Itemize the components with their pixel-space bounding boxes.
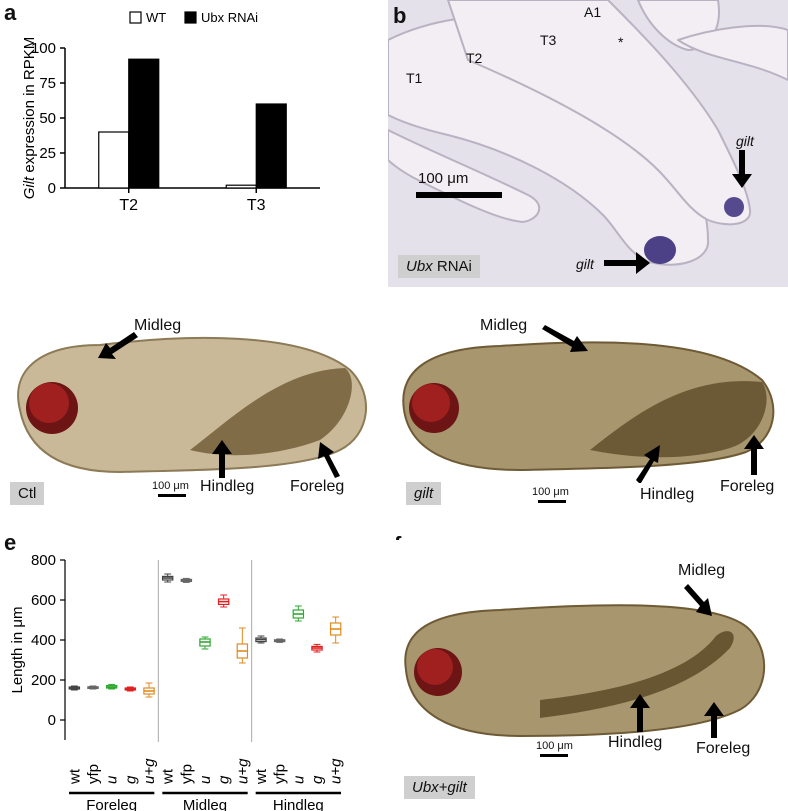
condition-tag-d: gilt	[406, 482, 442, 505]
x-tick-label-midleg-yfp: yfp	[178, 764, 195, 784]
x-tick-label-foreleg-u-g: u+g	[141, 758, 158, 784]
y-tick-label: 0	[48, 712, 56, 729]
segment-label-t2: T2	[466, 50, 483, 66]
arrow-icon-gilt-upper	[732, 150, 752, 188]
scale-bar-c	[158, 494, 186, 497]
micrograph-c-image	[0, 300, 380, 520]
legend-label-0: WT	[146, 10, 166, 25]
condition-tag-b-rest: RNAi	[432, 258, 472, 275]
condition-tag-f: Ubx+gilt	[404, 776, 475, 799]
arrow-icon-hindleg-c	[212, 440, 232, 478]
y-axis-title: Length in μm	[9, 606, 26, 693]
y-tick-label: 800	[31, 552, 56, 569]
group-label-foreleg: Foreleg	[86, 797, 137, 811]
y-axis-title-italic: Gilt	[21, 176, 38, 199]
arrow-icon-foreleg-f	[704, 702, 724, 738]
y-tick-label: 25	[39, 145, 56, 162]
scale-bar-d	[538, 500, 566, 503]
y-axis-title: Gilt expression in RPKM	[21, 37, 38, 200]
scale-bar-f	[540, 754, 568, 757]
arrow-icon-midleg-f	[684, 584, 712, 616]
panel-label-b: b	[393, 3, 407, 28]
x-tick-label-t3: T3	[247, 197, 266, 214]
legend-label-1: Ubx RNAi	[201, 10, 258, 25]
scale-label-b: 100 μm	[418, 170, 469, 187]
x-tick-label-midleg-g: g	[216, 775, 233, 784]
x-tick-label-hindleg-u: u	[290, 775, 307, 784]
scale-label-f: 100 μm	[536, 740, 573, 752]
bar-wt-t2	[98, 131, 130, 189]
micrograph-f: Midleg Hindleg Foreleg 100 μm Ubx+gilt	[390, 540, 788, 811]
legend-swatch-0	[129, 11, 142, 24]
x-tick-label-hindleg-g: g	[309, 775, 326, 784]
micrograph-d: Midleg Hindleg Foreleg 100 μm gilt	[390, 300, 788, 520]
label-hindleg-c: Hindleg	[200, 478, 255, 495]
bar-wt-t3	[225, 184, 257, 189]
gilt-label-lower: gilt	[576, 256, 594, 272]
label-midleg-c: Midleg	[134, 317, 182, 334]
x-tick-label-foreleg-wt: wt	[66, 768, 83, 785]
x-tick-label-foreleg-g: g	[122, 775, 139, 784]
arrow-icon-gilt-lower	[604, 252, 650, 274]
micrograph-f-image	[390, 540, 788, 811]
group-label-hindleg: Hindleg	[273, 797, 324, 811]
y-tick-label: 600	[31, 592, 56, 609]
y-tick-label: 100	[31, 40, 56, 57]
x-tick-label-hindleg-wt: wt	[253, 768, 270, 785]
y-tick-label: 200	[31, 672, 56, 689]
y-tick-label: 0	[48, 180, 56, 197]
panel-label-e: e	[4, 530, 17, 555]
arrow-icon-midleg-d	[542, 325, 588, 352]
arrow-icon-foreleg-c	[318, 442, 340, 478]
group-label-midleg: Midleg	[183, 797, 227, 811]
segment-label-t1: T1	[406, 70, 423, 86]
micrograph-b: A1 T1 T2 T3 * 100 μm gilt gilt Ubx RNAi	[388, 0, 788, 287]
label-foreleg-d: Foreleg	[720, 478, 775, 495]
x-tick-label-hindleg-u-g: u+g	[328, 758, 345, 784]
label-hindleg-f: Hindleg	[608, 734, 663, 751]
arrow-icon-midleg-c	[98, 332, 138, 359]
y-tick-label: 50	[39, 110, 56, 127]
bar-ubx-rnai-t2	[128, 58, 160, 189]
x-tick-label-t2: T2	[119, 197, 138, 214]
gilt-label-upper: gilt	[736, 133, 754, 149]
micrograph-d-image	[390, 300, 788, 520]
condition-tag-b-italic: Ubx	[406, 258, 433, 275]
x-tick-label-foreleg-yfp: yfp	[85, 764, 102, 784]
label-foreleg-f: Foreleg	[696, 740, 751, 757]
label-hindleg-d: Hindleg	[640, 486, 695, 503]
micrograph-b-image	[388, 0, 788, 287]
x-tick-label-foreleg-u: u	[104, 775, 121, 784]
x-tick-label-midleg-u-g: u+g	[234, 758, 251, 784]
segment-label-a1: A1	[584, 4, 602, 20]
label-midleg-f: Midleg	[678, 562, 726, 579]
scale-label-d: 100 μm	[532, 486, 569, 498]
x-tick-label-hindleg-yfp: yfp	[272, 764, 289, 784]
arrow-icon-hindleg-d	[636, 445, 660, 483]
condition-tag-c: Ctl	[10, 482, 45, 505]
y-tick-label: 75	[39, 75, 56, 92]
condition-tag-b: Ubx RNAi	[398, 255, 480, 278]
label-foreleg-c: Foreleg	[290, 478, 345, 495]
micrograph-c: Midleg Hindleg Foreleg 100 μm Ctl	[0, 300, 380, 520]
panel-label-a: a	[4, 0, 17, 25]
label-midleg-d: Midleg	[480, 317, 528, 334]
arrow-icon-foreleg-d	[744, 435, 764, 475]
x-tick-label-midleg-u: u	[197, 775, 214, 784]
y-axis-title-rest: expression in RPKM	[21, 37, 38, 177]
segment-label-asterisk: *	[618, 34, 624, 50]
scale-label-c: 100 μm	[152, 480, 189, 492]
bar-ubx-rnai-t3	[255, 103, 287, 189]
arrow-icon-hindleg-f	[630, 694, 650, 732]
y-tick-label: 400	[31, 632, 56, 649]
legend-swatch-1	[184, 11, 197, 24]
scale-bar-b	[416, 192, 502, 198]
x-tick-label-midleg-wt: wt	[160, 768, 177, 785]
segment-label-t3: T3	[540, 32, 557, 48]
